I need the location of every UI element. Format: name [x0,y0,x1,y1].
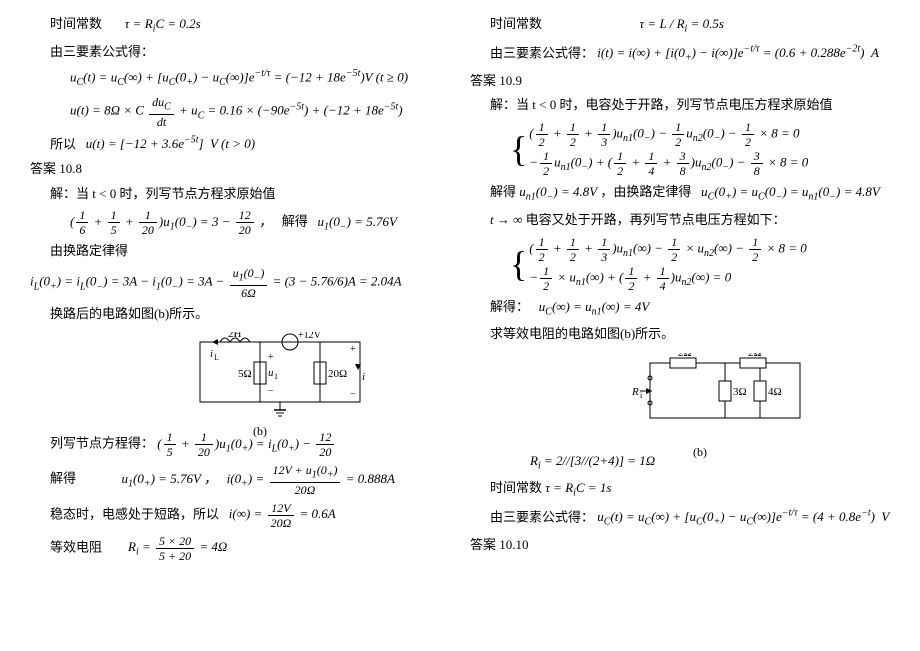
l1-eq: τ = RiC = 0.2s [125,16,201,31]
svg-text:i: i [210,348,213,360]
r9: 求等效电阻的电路如图(b)所示。 [470,324,890,345]
l3: uC(t) = uC(∞) + [uC(0+) − uC(∞)]e−t/τ = … [30,66,450,91]
l7-eq: (16 + 15 + 120)u1(0−) = 3 − 1220 ， [70,214,275,229]
l7: (16 + 15 + 120)u1(0−) = 3 − 1220 ， 解得 u1… [30,208,450,237]
l8: 由换路定律得 [30,241,450,262]
r5-eq1: un1(0−) = 4.8V [519,184,597,199]
l1: 时间常数 τ = RiC = 0.2s [30,14,450,38]
r1-label: 时间常数 [490,16,542,31]
l14-eq: Ri = 5 × 205 + 20 = 4Ω [128,539,227,554]
l14: 等效电阻 Ri = 5 × 205 + 20 = 4Ω [30,534,450,563]
svg-text:5Ω: 5Ω [238,368,252,380]
l12-label: 解得 [50,471,76,486]
left-column: 时间常数 τ = RiC = 0.2s 由三要素公式得： uC(t) = uC(… [20,10,460,641]
circuit-diagram-a: iL 2H +12V 5Ω u1 20Ω i + − + − (b) [150,332,330,422]
r12-label: 由三要素公式得： [490,509,594,524]
l5-eq: u(t) = [−12 + 3.6e−5t] V (t > 0) [86,136,255,151]
ans108: 答案 10.8 [30,159,450,180]
l12-eq2: i(0+) = 12V + u1(0+)20Ω = 0.888A [227,471,395,486]
brace-icon: { [510,131,527,167]
r7b: −12 × un1(∞) + (12 + 14)un2(∞) = 0 [529,264,806,293]
r2-label: 由三要素公式得： [490,45,594,60]
r1-eq: τ = L / Ri = 0.5s [640,16,724,31]
svg-text:i: i [640,391,643,400]
svg-text:−: − [268,386,274,397]
l5-label: 所以 [50,136,76,151]
l13: 稳态时，电感处于短路，所以 i(∞) = 12V20Ω = 0.6A [30,501,450,530]
r8-label: 解得： [490,299,529,314]
r3: 解：当 t < 0 时，电容处于开路，列写节点电压方程求原始值 [470,95,890,116]
r7: { (12 + 12 + 13)un1(∞) − 12 × un2(∞) − 1… [470,235,890,293]
l7-res: u1(0−) = 5.76V [318,214,397,229]
r4b: −12un1(0−) + (12 + 14 + 38)un2(0−) − 38 … [529,149,808,178]
ans1010: 答案 10.10 [470,535,890,556]
r6-eq: t → ∞ [490,212,526,227]
l5: 所以 u(t) = [−12 + 3.6e−5t] V (t > 0) [30,133,450,155]
r12: 由三要素公式得： uC(t) = uC(∞) + [uC(0+) − uC(∞)… [470,506,890,531]
l1-label: 时间常数 [50,16,102,31]
svg-text:+: + [350,344,356,355]
svg-text:L: L [214,353,219,362]
l14-label: 等效电阻 [50,539,102,554]
svg-text:+: + [268,352,274,363]
r8: 解得： uC(∞) = un1(∞) = 4V [470,297,890,321]
l10: 换路后的电路如图(b)所示。 [30,304,450,325]
svg-text:3Ω: 3Ω [733,386,747,398]
r11: 时间常数 τ = RiC = 1s [470,478,890,502]
r12-eq: uC(t) = uC(∞) + [uC(0+) − uC(∞)]e−t/τ = … [597,509,889,524]
svg-text:4Ω: 4Ω [768,386,782,398]
r2-eq: i(t) = i(∞) + [i(0+) − i(∞)]e−t/τ = (0.6… [597,45,879,60]
svg-text:2Ω: 2Ω [678,353,692,359]
svg-text:−: − [350,389,356,400]
r2: 由三要素公式得： i(t) = i(∞) + [i(0+) − i(∞)]e−t… [470,42,890,67]
ans109: 答案 10.9 [470,71,890,92]
svg-text:+12V: +12V [298,332,322,341]
l13-label: 稳态时，电感处于短路，所以 [50,506,219,521]
r1: 时间常数 τ = L / Ri = 0.5s [470,14,890,38]
l11-label: 列写节点方程得： [50,436,154,451]
l4: u(t) = 8Ω × C duCdt + uC = 0.16 × (−90e−… [30,95,450,128]
svg-text:1: 1 [274,372,278,381]
svg-text:2Ω: 2Ω [748,353,762,359]
r6-txt: 电容又处于开路，再列写节点电压方程如下： [526,212,786,227]
r7a: (12 + 12 + 13)un1(∞) − 12 × un2(∞) − 12 … [529,235,806,264]
r11-eq: τ = RiC = 1s [545,480,611,495]
r5-eq2: uC(0+) = uC(0−) = un1(0−) = 4.8V [701,184,880,199]
l12-eq1: u1(0+) = 5.76V ， [122,471,217,486]
circuit-a-caption: (b) [190,424,330,439]
r6: t → ∞ 电容又处于开路，再列写节点电压方程如下： [470,210,890,231]
l12: 解得 u1(0+) = 5.76V ， i(0+) = 12V + u1(0+)… [30,463,450,496]
svg-text:i: i [362,371,365,383]
r5: 解得 un1(0−) = 4.8V ，由换路定律得 uC(0+) = uC(0−… [470,182,890,206]
circuit-diagram-b: 2Ω 2Ω Ri 3Ω 4Ω (b) [590,353,770,443]
r4: { (12 + 12 + 13)un1(0−) − 12un2(0−) − 12… [470,120,890,178]
brace-icon-2: { [510,246,527,282]
r5-txt: ，由换路定律得 [600,184,698,199]
circuit-b-caption: (b) [630,445,770,460]
l9: iL(0+) = iL(0−) = 3A − i1(0−) = 3A − u1(… [30,266,450,299]
l6: 解：当 t < 0 时，列写节点方程求原始值 [30,184,450,205]
l2: 由三要素公式得： [30,42,450,63]
right-column: 时间常数 τ = L / Ri = 0.5s 由三要素公式得： i(t) = i… [460,10,900,641]
r11-txt: 时间常数 [490,480,545,495]
r5-label: 解得 [490,184,519,199]
svg-text:R: R [631,386,639,398]
r4a: (12 + 12 + 13)un1(0−) − 12un2(0−) − 12 ×… [529,120,808,149]
svg-text:20Ω: 20Ω [328,368,347,380]
l13-eq: i(∞) = 12V20Ω = 0.6A [229,506,336,521]
l7-solve: 解得 [282,214,308,229]
r8-eq: uC(∞) = un1(∞) = 4V [539,299,650,314]
svg-text:2H: 2H [228,332,242,340]
